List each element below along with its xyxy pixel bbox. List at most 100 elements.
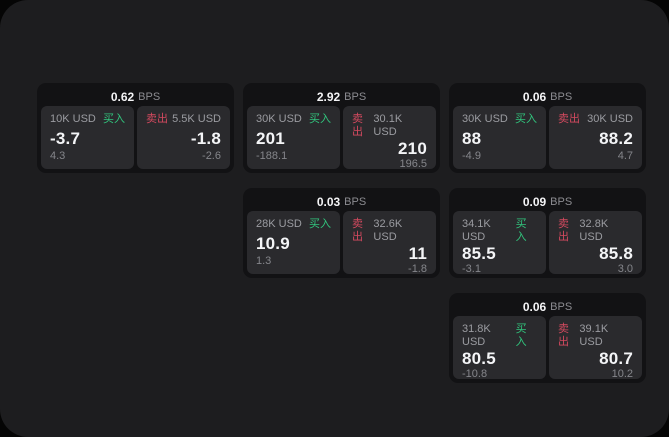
quote-panels: 30K USD 买入 201 -188.1 卖出 30.1K USD 210 1… — [247, 106, 436, 170]
sell-panel[interactable]: 卖出 39.1K USD 80.7 10.2 — [549, 316, 642, 380]
sell-price: 80.7 — [599, 349, 633, 368]
sell-sub-value: 196.5 — [399, 158, 427, 170]
sell-panel[interactable]: 卖出 32.6K USD 11 -1.8 — [343, 211, 436, 275]
buy-amount: 34.1K USD — [462, 218, 491, 243]
bps-value: 0.06 — [522, 299, 547, 314]
buy-sub-value: -3.1 — [462, 263, 481, 275]
buy-amount: 28K USD — [256, 218, 302, 230]
quote-panels: 30K USD 买入 88 -4.9 卖出 30K USD 88.2 4.7 — [453, 106, 642, 169]
quote-card: 0.09 BPS 34.1K USD 买入 85.5 -3.1 卖出 32.8K… — [449, 188, 646, 278]
sell-sub-value: -1.8 — [408, 263, 427, 275]
bps-unit-label: BPS — [344, 90, 367, 103]
buy-sub-value: 4.3 — [50, 150, 66, 162]
sell-panel-top: 卖出 30K USD — [558, 113, 633, 126]
buy-side-badge: 买入 — [309, 113, 331, 125]
bps-value: 0.62 — [110, 89, 135, 104]
quote-card: 0.06 BPS 30K USD 买入 88 -4.9 卖出 30K USD 8… — [449, 83, 646, 173]
sell-side-badge: 卖出 — [558, 323, 569, 348]
bps-header: 0.06 BPS — [453, 87, 642, 106]
sell-panel-top: 卖出 30.1K USD — [352, 113, 427, 139]
sell-side-badge: 卖出 — [352, 113, 363, 138]
buy-panel-top: 10K USD 买入 — [50, 113, 125, 126]
buy-side-badge: 买入 — [515, 323, 527, 348]
sell-panel[interactable]: 卖出 5.5K USD -1.8 -2.6 — [137, 106, 230, 169]
buy-panel-top: 28K USD 买入 — [256, 218, 331, 231]
quote-card: 2.92 BPS 30K USD 买入 201 -188.1 卖出 30.1K … — [243, 83, 440, 173]
bps-value: 2.92 — [316, 89, 341, 104]
quote-panels: 10K USD 买入 -3.7 4.3 卖出 5.5K USD -1.8 -2.… — [41, 106, 230, 169]
sell-amount: 32.8K USD — [579, 218, 609, 243]
buy-panel[interactable]: 31.8K USD 买入 80.5 -10.8 — [453, 316, 546, 380]
sell-price: -1.8 — [190, 128, 221, 148]
sell-panel[interactable]: 卖出 30.1K USD 210 196.5 — [343, 106, 436, 170]
sell-side-badge: 卖出 — [146, 113, 168, 125]
buy-amount: 30K USD — [462, 113, 508, 125]
sell-panel-top: 卖出 39.1K USD — [558, 323, 633, 349]
bps-unit-label: BPS — [550, 90, 573, 103]
buy-side-badge: 买入 — [515, 218, 527, 243]
sell-panel-top: 卖出 32.6K USD — [352, 218, 427, 244]
sell-side-badge: 卖出 — [352, 218, 363, 243]
bps-unit-label: BPS — [550, 195, 573, 208]
sell-amount: 39.1K USD — [579, 323, 609, 348]
buy-amount: 31.8K USD — [462, 323, 491, 348]
buy-price: 201 — [256, 128, 285, 148]
sell-amount: 30.1K USD — [373, 113, 403, 138]
buy-panel-top: 31.8K USD 买入 — [462, 323, 537, 349]
bps-unit-label: BPS — [138, 90, 161, 103]
buy-sub-value: -10.8 — [462, 368, 488, 380]
buy-price: 88 — [462, 128, 482, 148]
quote-grid: 0.62 BPS 10K USD 买入 -3.7 4.3 卖出 5.5K USD… — [37, 83, 646, 383]
sell-panel[interactable]: 卖出 30K USD 88.2 4.7 — [549, 106, 642, 169]
buy-panel[interactable]: 10K USD 买入 -3.7 4.3 — [41, 106, 134, 169]
sell-amount: 30K USD — [587, 113, 633, 125]
buy-side-badge: 买入 — [515, 113, 537, 125]
sell-side-badge: 卖出 — [558, 218, 569, 243]
quote-card: 0.03 BPS 28K USD 买入 10.9 1.3 卖出 32.6K US… — [243, 188, 440, 278]
quote-card: 0.06 BPS 31.8K USD 买入 80.5 -10.8 卖出 39.1… — [449, 293, 646, 383]
sell-price: 85.8 — [599, 244, 633, 263]
sell-panel[interactable]: 卖出 32.8K USD 85.8 3.0 — [549, 211, 642, 275]
bps-header: 0.03 BPS — [247, 192, 436, 211]
bps-header: 2.92 BPS — [247, 87, 436, 106]
buy-panel-top: 34.1K USD 买入 — [462, 218, 537, 244]
bps-value: 0.09 — [522, 194, 547, 209]
quote-panels: 28K USD 买入 10.9 1.3 卖出 32.6K USD 11 -1.8 — [247, 211, 436, 275]
buy-price: -3.7 — [50, 128, 81, 148]
sell-price: 11 — [408, 244, 427, 263]
sell-price: 88.2 — [599, 128, 633, 148]
bps-value: 0.03 — [316, 194, 341, 209]
buy-price: 10.9 — [256, 233, 290, 253]
sell-amount: 32.6K USD — [373, 218, 403, 243]
quote-panels: 31.8K USD 买入 80.5 -10.8 卖出 39.1K USD 80.… — [453, 316, 642, 380]
sell-sub-value: 10.2 — [611, 368, 633, 380]
quote-panels: 34.1K USD 买入 85.5 -3.1 卖出 32.8K USD 85.8… — [453, 211, 642, 275]
buy-amount: 10K USD — [50, 113, 96, 125]
buy-sub-value: -188.1 — [256, 150, 288, 162]
sell-panel-top: 卖出 5.5K USD — [146, 113, 221, 126]
buy-panel-top: 30K USD 买入 — [256, 113, 331, 126]
buy-sub-value: -4.9 — [462, 150, 481, 162]
sell-sub-value: 4.7 — [617, 150, 633, 162]
sell-side-badge: 卖出 — [558, 113, 580, 125]
buy-panel[interactable]: 28K USD 买入 10.9 1.3 — [247, 211, 340, 274]
sell-panel-top: 卖出 32.8K USD — [558, 218, 633, 244]
bps-unit-label: BPS — [344, 195, 367, 208]
bps-value: 0.06 — [522, 89, 547, 104]
buy-panel-top: 30K USD 买入 — [462, 113, 537, 126]
buy-price: 85.5 — [462, 244, 496, 263]
bps-header: 0.09 BPS — [453, 192, 642, 211]
buy-panel[interactable]: 30K USD 买入 201 -188.1 — [247, 106, 340, 169]
buy-panel[interactable]: 34.1K USD 买入 85.5 -3.1 — [453, 211, 546, 275]
quote-card: 0.62 BPS 10K USD 买入 -3.7 4.3 卖出 5.5K USD… — [37, 83, 234, 173]
sell-sub-value: -2.6 — [202, 150, 221, 162]
buy-panel[interactable]: 30K USD 买入 88 -4.9 — [453, 106, 546, 169]
bps-header: 0.06 BPS — [453, 297, 642, 316]
sell-amount: 5.5K USD — [172, 113, 221, 125]
buy-price: 80.5 — [462, 349, 496, 368]
sell-price: 210 — [398, 139, 427, 158]
buy-side-badge: 买入 — [103, 113, 125, 125]
sell-sub-value: 3.0 — [617, 263, 633, 275]
buy-side-badge: 买入 — [309, 218, 331, 230]
